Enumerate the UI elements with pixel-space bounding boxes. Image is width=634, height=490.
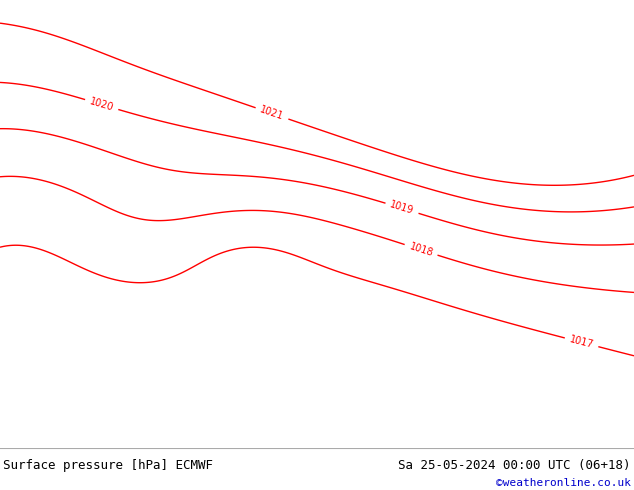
Text: 1018: 1018 [408,242,434,258]
Text: 1021: 1021 [259,105,285,122]
Text: 1020: 1020 [89,96,115,113]
Text: 1017: 1017 [569,334,595,350]
Text: 1019: 1019 [389,200,415,217]
Text: Surface pressure [hPa] ECMWF: Surface pressure [hPa] ECMWF [3,459,213,471]
Text: Sa 25-05-2024 00:00 UTC (06+18): Sa 25-05-2024 00:00 UTC (06+18) [398,459,631,471]
Text: ©weatheronline.co.uk: ©weatheronline.co.uk [496,478,631,488]
